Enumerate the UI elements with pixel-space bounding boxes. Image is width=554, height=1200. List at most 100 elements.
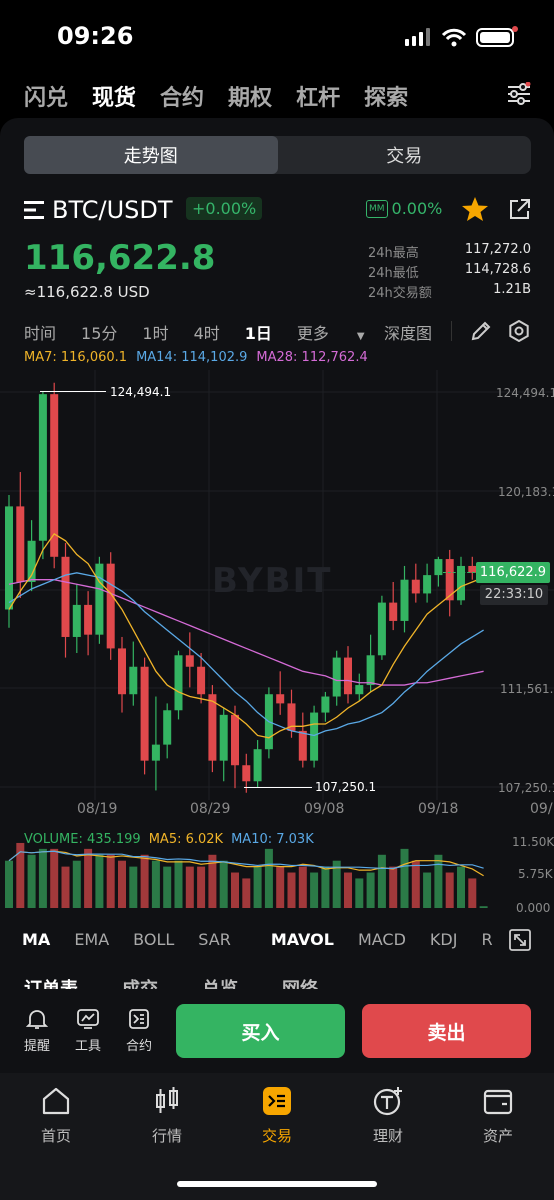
home-icon [42,1087,70,1115]
top-nav-futures[interactable]: 合约 [160,86,205,111]
candle-body [445,559,454,601]
top-nav-options[interactable]: 期权 [228,86,273,111]
ind-mavol[interactable]: MAVOL [270,930,334,949]
volume-bar [434,854,443,908]
volume-bar [129,866,138,908]
nav-markets[interactable]: 行情 [127,1085,207,1146]
candle-body [38,394,47,541]
candle-body [434,559,443,576]
nav-trade-label: 交易 [261,1127,292,1145]
nav-trade[interactable]: 交易 [237,1085,317,1146]
caret-down-icon: ▼ [356,331,365,342]
view-segment: 走势图 交易 [24,136,531,174]
top-nav-margin[interactable]: 杠杆 [296,86,341,111]
mm-indicator[interactable]: MM 0.00% [366,199,442,218]
gear-icon[interactable] [508,319,530,346]
candle-body [16,506,25,582]
toolbox-icon [77,1009,99,1029]
top-nav-swap[interactable]: 闪兑 [24,86,69,111]
ind-r[interactable]: R [481,930,493,949]
top-nav-explore[interactable]: 探索 [364,86,409,111]
candle-body [219,714,228,761]
menu-icon [24,201,44,219]
candle-body [185,655,194,667]
candle-body [106,563,115,649]
top-nav-spot[interactable]: 现货 [92,86,137,111]
vol-ma10-line [8,850,484,869]
ma14-label: MA14: 114,102.9 [136,350,248,365]
alert-tool[interactable]: 提醒 [20,1007,54,1054]
candle-body [151,744,160,761]
candle-body [366,655,375,686]
sell-button[interactable]: 卖出 [362,1004,531,1058]
volume-legend: VOLUME: 435.199 MA5: 6.02K MA10: 7.03K [24,832,314,847]
share-icon[interactable] [508,197,532,225]
buy-button[interactable]: 买入 [176,1004,345,1058]
pencil-icon[interactable] [470,320,492,346]
contract-tool[interactable]: 合约 [122,1007,156,1054]
candle-body [287,703,296,731]
volume-bar [298,866,307,908]
volume-bar [5,860,13,908]
star-icon[interactable] [461,196,489,226]
tab-chart[interactable]: 走势图 [24,136,278,174]
y-axis-label: 107,250.1 [498,781,554,795]
nav-earn-label: 理财 [372,1127,403,1145]
volume-bar [163,866,172,908]
tf-time[interactable]: 时间 [24,324,57,343]
y-axis-label: 111,561.1 [500,682,554,696]
nav-earn[interactable]: 理财 [348,1085,428,1146]
candle-body [276,694,285,704]
vol-axis-label: 0.000 [516,901,551,915]
volume-bar [140,854,149,908]
volume-bar [208,854,217,908]
indicator-tabs: MA EMA BOLL SAR MAVOL MACD KDJ R [22,930,517,949]
candle-body [231,714,239,766]
ind-ma[interactable]: MA [22,930,51,949]
tf-1h[interactable]: 1时 [142,324,169,343]
tools-tool[interactable]: 工具 [71,1007,105,1054]
high-label: 124,494.1 [110,385,172,399]
order-tab[interactable]: 订单表 [24,975,78,989]
ind-boll[interactable]: BOLL [133,930,175,949]
stat-high-label: 24h最高 [368,246,419,261]
ma14-line [8,572,484,737]
volume-label: VOLUME: 435.199 [24,832,141,847]
vol-axis-label: 11.50K [512,835,554,849]
volume-bar [468,878,477,908]
ind-sar[interactable]: SAR [198,930,231,949]
ind-ema[interactable]: EMA [74,930,110,949]
order-tab[interactable]: 成交 [122,975,158,989]
last-price: 116,622.8 [24,238,216,278]
order-tab[interactable]: 总览 [202,975,238,989]
nav-home[interactable]: 首页 [16,1085,96,1146]
nav-assets[interactable]: 资产 [458,1085,538,1146]
settings-sliders-icon[interactable] [506,81,532,110]
order-tab[interactable]: 网络 [282,975,318,989]
vol-axis-label: 5.75K [518,867,553,881]
tf-15m[interactable]: 15分 [81,324,118,343]
tf-1d[interactable]: 1日 [244,324,272,343]
tf-more-label: 更多 [296,324,329,343]
tf-4h[interactable]: 4时 [193,324,220,343]
nav-home-label: 首页 [40,1127,71,1145]
candle-body [95,563,104,635]
price-usd: ≈116,622.8 USD [24,283,150,301]
x-axis-label: 08/19 [77,801,118,817]
pair-selector[interactable]: BTC/USDT [24,196,173,224]
depth-chart-button[interactable]: 深度图 [384,324,433,343]
tf-more[interactable]: 更多 ▼ [297,320,390,344]
candle-body [377,602,386,656]
candle-body [208,694,217,761]
tab-trade[interactable]: 交易 [386,146,423,167]
fullscreen-icon[interactable] [509,929,531,955]
volume-bar [377,854,386,908]
candle-body [253,749,262,782]
volume-bar [61,866,70,908]
candle-body [5,506,13,610]
mm-icon: MM [366,199,388,218]
ind-kdj[interactable]: KDJ [429,930,458,949]
candle-body [457,565,465,601]
tools-label: 工具 [74,1039,101,1054]
ind-macd[interactable]: MACD [357,930,406,949]
